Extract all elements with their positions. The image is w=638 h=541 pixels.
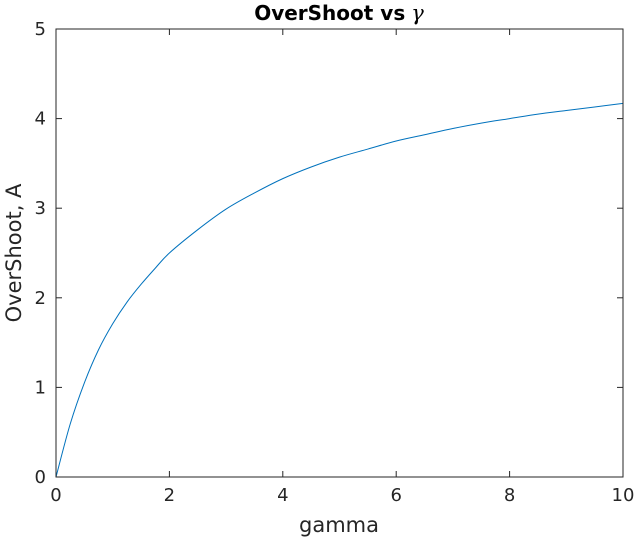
y-tick-label: 5 xyxy=(35,19,46,40)
x-tick-label: 2 xyxy=(164,485,175,506)
x-axis-label: gamma xyxy=(299,513,379,537)
x-tick-label: 10 xyxy=(612,485,635,506)
y-axis-label: OverShoot, A xyxy=(2,183,26,322)
x-tick-label: 0 xyxy=(50,485,61,506)
series-layer xyxy=(55,102,624,478)
chart-title-text: OverShoot vs xyxy=(254,1,405,25)
x-tick-label: 4 xyxy=(277,485,288,506)
y-tick-label: 1 xyxy=(35,377,46,398)
chart-title-symbol: γ xyxy=(411,1,424,25)
x-tick-label: 6 xyxy=(390,485,401,506)
chart-title: OverShoot vs γ xyxy=(254,1,424,25)
plot-area xyxy=(56,29,623,477)
x-tick-label: 8 xyxy=(504,485,515,506)
ticks-layer: 0 2 4 6 8 10 0 1 2 3 4 5 xyxy=(35,19,635,506)
y-tick-label: 4 xyxy=(35,109,46,130)
plot-box xyxy=(55,28,624,478)
series-line xyxy=(55,102,624,478)
y-tick-label: 0 xyxy=(35,467,46,488)
y-tick-label: 2 xyxy=(35,288,46,309)
y-tick-label: 3 xyxy=(35,198,46,219)
